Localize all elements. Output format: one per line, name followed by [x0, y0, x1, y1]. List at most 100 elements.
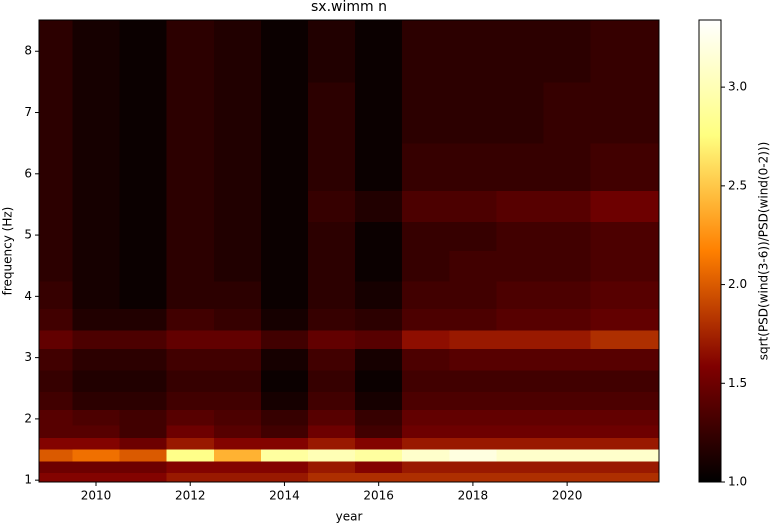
heatmap-cell	[119, 250, 168, 282]
heatmap-cell	[402, 391, 450, 411]
heatmap-cell	[355, 190, 403, 222]
heatmap-cell	[260, 425, 309, 438]
heatmap-cell	[308, 461, 356, 474]
y-tick-label: 4	[24, 289, 32, 303]
heatmap-cell	[496, 369, 545, 392]
heatmap-cell	[166, 20, 215, 83]
heatmap-cell	[402, 250, 450, 282]
heatmap-cell	[213, 348, 262, 371]
heatmap-cell	[496, 425, 545, 438]
heatmap-cell	[590, 391, 659, 411]
heatmap-cell	[213, 409, 262, 426]
heatmap-cell	[119, 330, 168, 349]
heatmap-cell	[543, 391, 592, 411]
heatmap-cell	[260, 437, 309, 450]
heatmap-cell	[72, 448, 121, 462]
heatmap-cell	[590, 330, 659, 349]
heatmap-cell	[213, 437, 262, 450]
heatmap-cell	[72, 221, 121, 251]
heatmap-cell	[308, 143, 356, 192]
heatmap-cell	[39, 20, 73, 83]
colorbar	[698, 19, 722, 483]
heatmap-cell	[590, 409, 659, 426]
heatmap-cell	[260, 448, 309, 462]
heatmap-cell	[39, 425, 73, 438]
heatmap-cell	[355, 281, 403, 310]
heatmap-cell	[449, 369, 497, 392]
heatmap-cell	[402, 409, 450, 426]
heatmap-cell	[355, 461, 403, 474]
heatmap-cell	[213, 308, 262, 331]
y-tick-label: 2	[24, 411, 32, 425]
heatmap-cell	[496, 190, 545, 222]
heatmap-cell	[39, 369, 73, 392]
colorbar-tick-label: 3.0	[728, 80, 747, 94]
heatmap-cell	[119, 308, 168, 331]
heatmap-cell	[166, 391, 215, 411]
heatmap-cell	[213, 425, 262, 438]
heatmap-cell	[496, 143, 545, 192]
heatmap-cell	[213, 330, 262, 349]
heatmap-cell	[308, 250, 356, 282]
heatmap-cell	[308, 81, 356, 144]
heatmap-cell	[260, 281, 309, 310]
heatmap-cell	[213, 281, 262, 310]
heatmap-cell	[449, 409, 497, 426]
heatmap-cell	[355, 391, 403, 411]
heatmap-cell	[496, 437, 545, 450]
heatmap-cell	[213, 221, 262, 251]
heatmap-cell	[166, 461, 215, 474]
heatmap-cell	[166, 81, 215, 144]
y-tick-label: 8	[24, 44, 32, 58]
heatmap-cell	[166, 348, 215, 371]
heatmap-cell	[449, 472, 497, 482]
heatmap-cell	[39, 391, 73, 411]
chart-title: sx.wimm n	[311, 0, 387, 15]
heatmap-cell	[308, 20, 356, 83]
heatmap-cell	[308, 425, 356, 438]
heatmap-cell	[308, 369, 356, 392]
heatmap-cell	[590, 20, 659, 83]
heatmap-cell	[72, 20, 121, 83]
heatmap-cell	[166, 281, 215, 310]
heatmap-cell	[119, 472, 168, 482]
heatmap-cell	[496, 409, 545, 426]
y-tick-label: 5	[24, 228, 32, 242]
heatmap-cell	[449, 461, 497, 474]
heatmap-cell	[496, 250, 545, 282]
heatmap-cell	[213, 461, 262, 474]
heatmap-cell	[119, 425, 168, 438]
heatmap-cell	[213, 143, 262, 192]
heatmap-cell	[590, 308, 659, 331]
heatmap-cell	[260, 409, 309, 426]
heatmap-cell	[543, 190, 592, 222]
heatmap-cell	[449, 190, 497, 222]
heatmap-cell	[308, 437, 356, 450]
heatmap-cell	[496, 448, 545, 462]
heatmap-cell	[496, 281, 545, 310]
heatmap-cell	[308, 448, 356, 462]
heatmap-cell	[39, 81, 73, 144]
heatmap-cell	[402, 190, 450, 222]
heatmap-cell	[543, 425, 592, 438]
heatmap-cell	[496, 20, 545, 83]
heatmap-cell	[39, 281, 73, 310]
heatmap-cell	[449, 281, 497, 310]
heatmap-cell	[449, 221, 497, 251]
heatmap-cell	[72, 437, 121, 450]
heatmap-cell	[166, 448, 215, 462]
heatmap-cell	[355, 143, 403, 192]
heatmap-cell	[72, 461, 121, 474]
heatmap-cell	[402, 369, 450, 392]
heatmap-cell	[39, 472, 73, 482]
heatmap-cell	[355, 472, 403, 482]
heatmap-cell	[355, 348, 403, 371]
heatmap-cell	[119, 20, 168, 83]
heatmap-cell	[166, 472, 215, 482]
heatmap-cell	[496, 461, 545, 474]
y-tick-label: 3	[24, 350, 32, 364]
heatmap-cell	[355, 369, 403, 392]
colorbar-label: sqrt(PSD(wind(3-6))/PSD(wind(0-2)))	[757, 142, 771, 361]
colorbar-tick-label: 1.0	[728, 475, 747, 489]
heatmap-cell	[402, 425, 450, 438]
